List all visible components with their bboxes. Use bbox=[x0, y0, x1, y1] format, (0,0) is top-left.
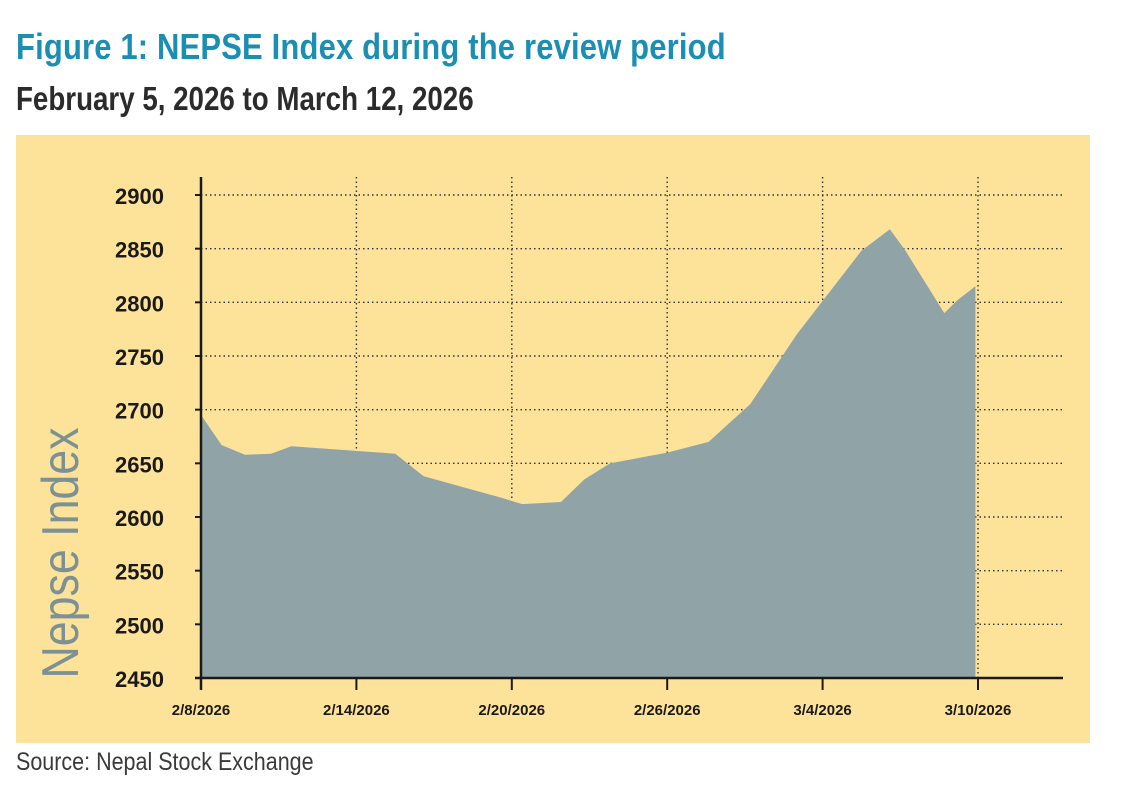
y-tick-label: 2550 bbox=[115, 560, 164, 585]
y-axis-label: Nepse Index bbox=[32, 427, 90, 678]
y-tick-label: 2750 bbox=[115, 345, 164, 370]
y-tick-label: 2600 bbox=[115, 506, 164, 531]
x-tick-labels: 2/8/2026 2/14/2026 2/20/2026 2/26/2026 3/4/2… bbox=[172, 702, 1012, 719]
y-tick-label: 2650 bbox=[115, 452, 164, 477]
y-tick-labels: 2450 2500 2550 2600 2650 2700 2750 2800 2850 2900 bbox=[115, 184, 164, 692]
y-tick-label: 2900 bbox=[115, 184, 164, 209]
x-tick-label: 2/26/2026 bbox=[634, 702, 701, 719]
y-tick-label: 2800 bbox=[115, 291, 164, 316]
axis-layer bbox=[195, 177, 1063, 690]
x-tick-label: 3/4/2026 bbox=[793, 702, 851, 719]
x-tick-label: 2/8/2026 bbox=[172, 702, 230, 719]
x-tick-label: 2/14/2026 bbox=[323, 702, 390, 719]
y-tick-label: 2700 bbox=[115, 399, 164, 424]
area-chart: 2450 2500 2550 2600 2650 2700 2750 2800 2850 2900… bbox=[32, 177, 1063, 719]
series-area bbox=[201, 229, 976, 679]
y-tick-label: 2850 bbox=[115, 238, 164, 263]
chart-panel: 2450 2500 2550 2600 2650 2700 2750 2800 2850 2900… bbox=[16, 135, 1090, 743]
y-tick-label: 2500 bbox=[115, 613, 164, 638]
chart-title: Figure 1: NEPSE Index during the review … bbox=[16, 26, 726, 67]
y-tick-label: 2450 bbox=[115, 667, 164, 692]
chart-subtitle: February 5, 2026 to March 12, 2026 bbox=[16, 80, 474, 117]
x-tick-label: 2/20/2026 bbox=[478, 702, 545, 719]
source-note: Source: Nepal Stock Exchange bbox=[16, 748, 314, 776]
x-tick-label: 3/10/2026 bbox=[945, 702, 1012, 719]
